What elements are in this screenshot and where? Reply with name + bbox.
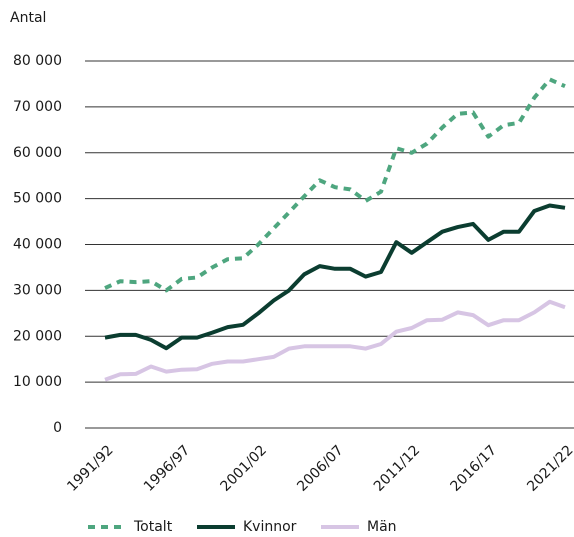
y-tick-label: 60 000 <box>13 145 62 161</box>
series-line <box>104 299 566 382</box>
x-tick-label: 1996/97 <box>141 442 193 494</box>
y-tick-label: 0 <box>53 420 62 436</box>
y-tick-label: 10 000 <box>13 374 62 390</box>
series-line <box>104 203 566 351</box>
x-tick-label: 2016/17 <box>448 442 500 494</box>
y-tick-label: 50 000 <box>13 191 62 207</box>
y-tick-label: 40 000 <box>13 237 62 253</box>
legend-label: Totalt <box>133 519 173 535</box>
x-tick-label: 2001/02 <box>218 442 270 494</box>
y-tick-label: 80 000 <box>13 53 62 69</box>
y-axis-label: Antal <box>10 10 46 26</box>
x-tick-label: 2011/12 <box>371 442 423 494</box>
y-tick-label: 20 000 <box>13 328 62 344</box>
x-tick-label: 2006/07 <box>294 442 346 494</box>
legend-label: Män <box>367 519 397 535</box>
x-tick-label: 1991/92 <box>64 442 116 494</box>
y-tick-label: 30 000 <box>13 282 62 298</box>
x-tick-label: 2021/22 <box>524 442 574 494</box>
legend-label: Kvinnor <box>243 519 297 535</box>
y-tick-label: 70 000 <box>13 99 62 115</box>
series-line <box>104 77 566 293</box>
